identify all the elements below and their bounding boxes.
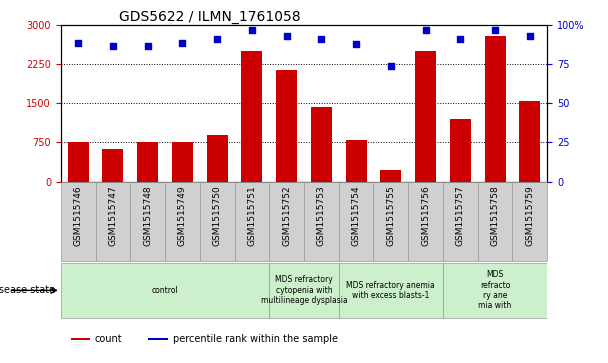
Bar [130, 182, 165, 261]
Bar [61, 182, 95, 261]
Bar [443, 262, 547, 318]
Bar [269, 262, 339, 318]
Point [282, 33, 291, 39]
Text: GSM1515758: GSM1515758 [491, 185, 500, 246]
Text: percentile rank within the sample: percentile rank within the sample [173, 334, 337, 344]
Bar [172, 142, 193, 182]
Bar [485, 36, 505, 182]
Bar [304, 182, 339, 261]
Bar [95, 182, 130, 261]
Bar [346, 140, 367, 182]
Text: GSM1515746: GSM1515746 [74, 185, 83, 246]
Text: GSM1515753: GSM1515753 [317, 185, 326, 246]
Bar [269, 182, 304, 261]
Text: MDS refractory anemia
with excess blasts-1: MDS refractory anemia with excess blasts… [347, 281, 435, 300]
Text: GSM1515756: GSM1515756 [421, 185, 430, 246]
Point [317, 37, 326, 42]
Point [351, 41, 361, 47]
Text: GSM1515757: GSM1515757 [456, 185, 465, 246]
Bar [519, 101, 541, 182]
Bar [373, 182, 408, 261]
Bar [103, 149, 123, 182]
Bar [148, 338, 168, 340]
Bar [137, 142, 158, 182]
Point [455, 37, 465, 42]
Bar [207, 135, 227, 182]
Bar [450, 119, 471, 182]
Text: count: count [95, 334, 122, 344]
Text: MDS
refracto
ry ane
mia with: MDS refracto ry ane mia with [478, 270, 512, 310]
Text: GSM1515747: GSM1515747 [108, 185, 117, 246]
Text: GSM1515754: GSM1515754 [351, 185, 361, 246]
Text: GSM1515751: GSM1515751 [247, 185, 257, 246]
Text: MDS refractory
cytopenia with
multilineage dysplasia: MDS refractory cytopenia with multilinea… [261, 276, 347, 305]
Bar [235, 182, 269, 261]
Point [386, 63, 396, 69]
Bar [443, 182, 478, 261]
Point [143, 43, 153, 49]
Bar [61, 262, 269, 318]
Bar [67, 142, 89, 182]
Bar [200, 182, 235, 261]
Point [108, 43, 118, 49]
Text: GSM1515749: GSM1515749 [178, 185, 187, 246]
Bar [241, 52, 262, 182]
Bar [71, 338, 90, 340]
Point [247, 27, 257, 33]
Bar [381, 170, 401, 182]
Text: GSM1515752: GSM1515752 [282, 185, 291, 246]
Bar [415, 52, 436, 182]
Text: control: control [151, 286, 178, 295]
Bar [276, 70, 297, 182]
Point [525, 33, 534, 39]
Bar [339, 262, 443, 318]
Bar [311, 107, 332, 182]
Bar [408, 182, 443, 261]
Text: GSM1515759: GSM1515759 [525, 185, 534, 246]
Text: GSM1515748: GSM1515748 [143, 185, 152, 246]
Text: GSM1515750: GSM1515750 [213, 185, 222, 246]
Point [421, 27, 430, 33]
Point [212, 37, 222, 42]
Text: disease state: disease state [0, 285, 55, 295]
Text: GSM1515755: GSM1515755 [386, 185, 395, 246]
Point [490, 27, 500, 33]
Point [74, 40, 83, 45]
Bar [339, 182, 373, 261]
Bar [513, 182, 547, 261]
Bar [478, 182, 513, 261]
Bar [165, 182, 200, 261]
Point [178, 40, 187, 45]
Text: GDS5622 / ILMN_1761058: GDS5622 / ILMN_1761058 [119, 11, 301, 24]
